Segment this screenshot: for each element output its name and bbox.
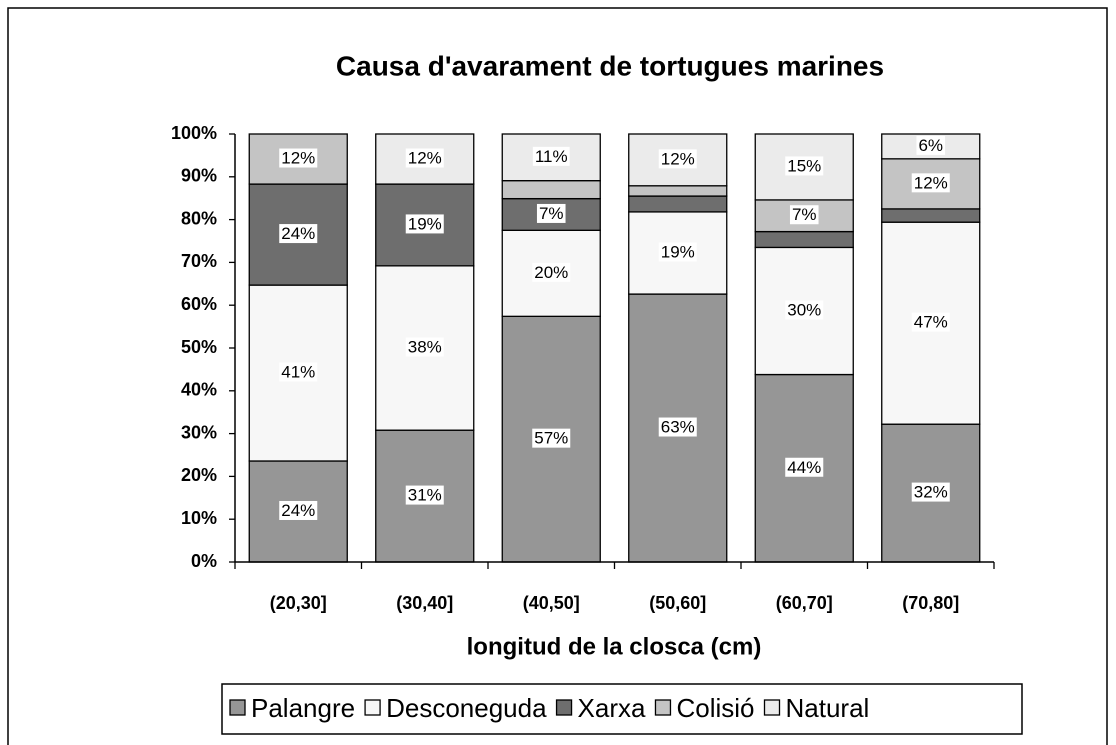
legend-swatch (654, 699, 672, 716)
y-tick-label: 60% (181, 294, 217, 314)
bar-segment (628, 185, 728, 197)
value-label-bg (785, 300, 824, 320)
value-label: 7% (539, 204, 564, 223)
value-label: 57% (534, 429, 568, 448)
value-label: 63% (661, 418, 695, 437)
x-tick-label: (40,50] (523, 593, 580, 613)
value-label-bg (916, 135, 946, 155)
value-label-bg (911, 482, 950, 502)
legend-swatch (364, 699, 381, 716)
y-tick-label: 70% (181, 251, 217, 271)
y-tick-label: 100% (171, 123, 217, 143)
value-label-bg (658, 242, 697, 262)
value-label-bg (405, 337, 444, 357)
legend-swatch (555, 699, 573, 716)
value-label-bg (532, 428, 571, 448)
value-label: 6% (918, 136, 943, 155)
value-label: 12% (281, 149, 315, 168)
legend-label: Xarxa (578, 693, 646, 723)
value-label: 31% (408, 486, 442, 505)
value-label-bg (536, 203, 566, 223)
value-label: 12% (408, 149, 442, 168)
value-label-bg (405, 148, 444, 168)
y-tick-label: 50% (181, 337, 217, 357)
chart-border (7, 7, 1108, 745)
legend-swatch (229, 699, 246, 716)
value-label-bg (785, 457, 824, 477)
y-tick-label: 90% (181, 166, 217, 186)
x-tick-label: (20,30] (270, 593, 327, 613)
value-label-bg (658, 417, 697, 437)
legend-swatch (763, 699, 781, 716)
value-label: 19% (661, 242, 695, 261)
value-label-bg (789, 205, 819, 225)
value-label: 38% (408, 337, 442, 356)
value-label: 47% (914, 313, 948, 332)
legend-label: Desconeguda (386, 693, 547, 723)
value-label: 7% (792, 205, 817, 224)
value-label-bg (279, 148, 318, 168)
value-label: 20% (534, 263, 568, 282)
value-label: 30% (787, 300, 821, 319)
chart-title: Causa d'avarament de tortugues marines (336, 50, 884, 81)
x-tick-label: (70,80] (902, 593, 959, 613)
value-label: 15% (787, 156, 821, 175)
bar-segment (754, 230, 854, 249)
value-label-bg (911, 312, 950, 332)
x-tick-label: (60,70] (776, 593, 833, 613)
value-label-bg (405, 214, 444, 234)
legend-label: Palangre (251, 693, 355, 723)
y-tick-label: 10% (181, 508, 217, 528)
value-label: 12% (661, 149, 695, 168)
value-label: 11% (535, 147, 568, 166)
y-tick-label: 30% (181, 422, 217, 442)
bar-segment (881, 208, 981, 223)
x-tick-label: (30,40] (396, 593, 453, 613)
value-label: 41% (281, 363, 315, 382)
value-label-bg (405, 485, 444, 505)
value-label-bg (658, 149, 697, 169)
x-axis-title: longitud de la closca (cm) (467, 633, 762, 660)
legend-label: Colisió (676, 693, 754, 723)
legend-box (221, 683, 1023, 735)
y-tick-label: 20% (181, 465, 217, 485)
y-tick-label: 80% (181, 208, 217, 228)
value-label: 19% (408, 214, 442, 233)
value-label: 12% (914, 173, 948, 192)
y-tick-label: 40% (181, 380, 217, 400)
legend-label: Natural (786, 693, 870, 723)
bar-segment (501, 180, 601, 200)
value-label: 24% (281, 501, 315, 520)
x-tick-label: (50,60] (649, 593, 706, 613)
value-label-bg (785, 156, 824, 176)
value-label-bg (279, 224, 318, 244)
value-label: 32% (914, 483, 948, 502)
value-label-bg (279, 500, 318, 520)
bar-segment (628, 195, 728, 213)
y-tick-label: 0% (191, 551, 217, 571)
value-label-bg (911, 173, 950, 193)
value-label-bg (532, 262, 571, 282)
value-label: 44% (787, 458, 821, 477)
value-label-bg (532, 146, 570, 166)
bar-segment (754, 199, 854, 233)
value-label-bg (279, 362, 318, 382)
value-label: 24% (281, 224, 315, 243)
